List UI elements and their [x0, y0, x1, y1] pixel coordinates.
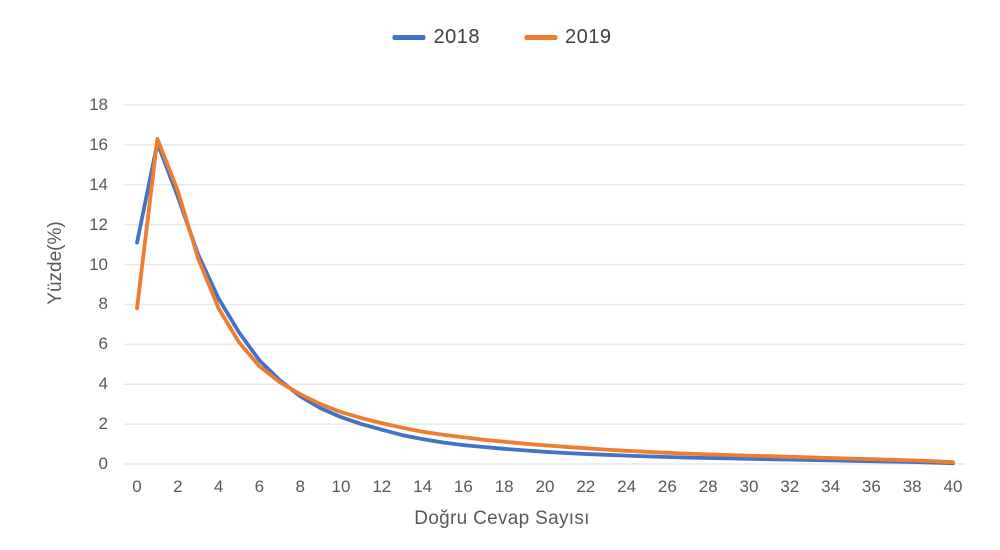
series-line-2018	[135, 140, 955, 466]
legend-label-2018: 2018	[433, 26, 480, 48]
x-tick-label-28: 28	[698, 477, 718, 496]
x-tick-label-34: 34	[821, 477, 841, 496]
x-tick-label-8: 8	[295, 477, 305, 496]
y-tick-label-12: 12	[89, 214, 108, 234]
series-line-2019	[135, 136, 955, 465]
y-tick-label-6: 6	[98, 334, 108, 354]
x-tick-label-36: 36	[861, 477, 881, 496]
x-tick-label-30: 30	[739, 477, 759, 496]
legend-label-2019: 2019	[565, 26, 612, 48]
chart-legend: 2018 2019	[392, 26, 612, 49]
x-tick-label-20: 20	[535, 477, 555, 496]
y-tick-label-10: 10	[89, 254, 108, 274]
x-tick-label-40: 40	[943, 477, 963, 496]
legend-swatch-2018	[392, 35, 426, 40]
x-tick-label-24: 24	[617, 477, 637, 496]
y-tick-label-14: 14	[89, 174, 108, 194]
x-tick-label-16: 16	[453, 477, 473, 496]
x-tick-label-10: 10	[331, 477, 351, 496]
legend-swatch-2019	[524, 35, 557, 40]
x-axis-title: Doğru Cevap Sayısı	[414, 508, 590, 529]
x-tick-label-26: 26	[657, 477, 677, 496]
x-tick-label-12: 12	[372, 477, 392, 496]
x-tick-label-38: 38	[902, 477, 922, 496]
x-tick-label-14: 14	[413, 477, 433, 496]
y-tick-label-18: 18	[89, 95, 108, 114]
x-tick-label-22: 22	[576, 477, 596, 496]
x-tick-label-32: 32	[780, 477, 800, 496]
y-tick-label-2: 2	[98, 414, 108, 434]
x-tick-label-6: 6	[254, 477, 265, 496]
x-tick-label-4: 4	[213, 477, 224, 496]
y-tick-label-0: 0	[98, 454, 108, 473]
y-tick-label-8: 8	[98, 294, 108, 314]
x-tick-label-2: 2	[173, 477, 183, 496]
legend-item-2019[interactable]: 2019	[524, 26, 612, 49]
legend-item-2018[interactable]: 2018	[392, 26, 481, 49]
y-tick-label-4: 4	[98, 374, 108, 394]
y-tick-label-16: 16	[89, 134, 108, 154]
x-tick-label-18: 18	[494, 477, 514, 496]
x-tick-label-0: 0	[132, 477, 142, 496]
